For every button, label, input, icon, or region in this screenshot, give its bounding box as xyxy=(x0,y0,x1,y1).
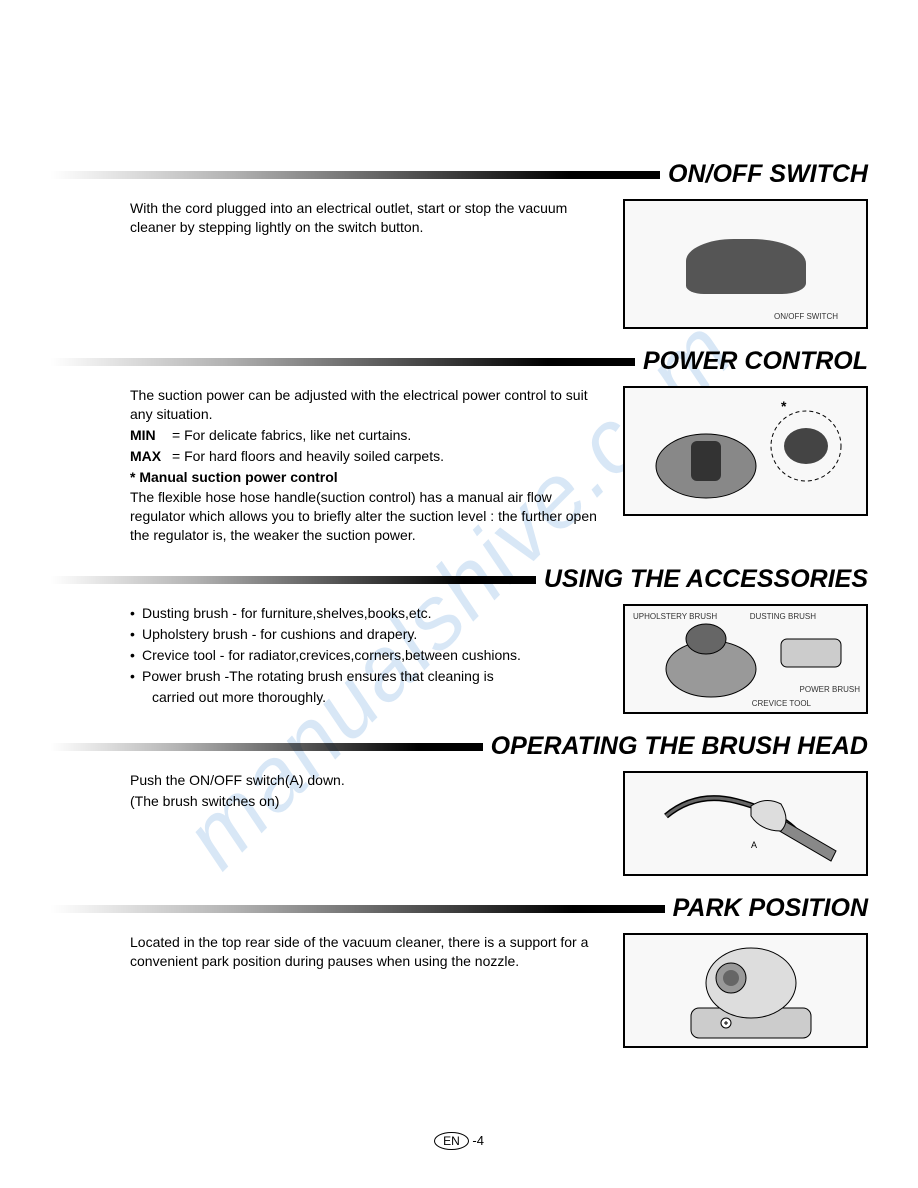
list-item-cont: carried out more thoroughly. xyxy=(130,688,608,707)
section-title: USING THE ACCESSORIES xyxy=(544,565,868,594)
figure-brush: A xyxy=(623,771,868,876)
section-body-text: Dusting brush - for furniture,shelves,bo… xyxy=(130,604,608,714)
accessories-list: Dusting brush - for furniture,shelves,bo… xyxy=(130,604,608,706)
brush-illustration: A xyxy=(636,776,856,871)
section-brush: OPERATING THE BRUSH HEAD Push the ON/OFF… xyxy=(50,732,868,876)
section-body-text: The suction power can be adjusted with t… xyxy=(130,386,608,547)
section-body-text: Push the ON/OFF switch(A) down. (The bru… xyxy=(130,771,608,876)
list-item: Crevice tool - for radiator,crevices,cor… xyxy=(130,646,608,665)
vacuum-illustration xyxy=(666,224,826,304)
power-control-illustration: * xyxy=(636,396,856,506)
brush-line2: (The brush switches on) xyxy=(130,792,608,811)
fig-label-dusting: DUSTING BRUSH xyxy=(750,612,816,621)
min-desc: = For delicate fabrics, like net curtain… xyxy=(172,427,411,443)
fig-label-power: POWER BRUSH xyxy=(800,685,860,694)
svg-text:*: * xyxy=(781,398,787,414)
section-title: OPERATING THE BRUSH HEAD xyxy=(491,732,868,761)
brush-line1: Push the ON/OFF switch(A) down. xyxy=(130,771,608,790)
divider-gradient xyxy=(50,576,536,584)
footer-page: -4 xyxy=(472,1133,484,1148)
power-intro: The suction power can be adjusted with t… xyxy=(130,386,608,424)
section-body-text: Located in the top rear side of the vacu… xyxy=(130,933,608,1048)
power-min-line: MIN= For delicate fabrics, like net curt… xyxy=(130,426,608,445)
section-body-text: With the cord plugged into an electrical… xyxy=(130,199,608,329)
power-max-line: MAX= For hard floors and heavily soiled … xyxy=(130,447,608,466)
manual-suction-body: The flexible hose hose handle(suction co… xyxy=(130,488,608,545)
figure-accessories: UPHOLSTERY BRUSH DUSTING BRUSH POWER BRU… xyxy=(623,604,868,714)
divider-gradient xyxy=(50,905,665,913)
footer-lang: EN xyxy=(434,1132,469,1150)
fig-label-crevice: CREVICE TOOL xyxy=(752,699,811,708)
section-title: ON/OFF SWITCH xyxy=(668,160,868,189)
divider-gradient xyxy=(50,743,483,751)
svg-text:A: A xyxy=(751,840,757,850)
manual-suction-title: * Manual suction power control xyxy=(130,468,608,487)
park-description: Located in the top rear side of the vacu… xyxy=(130,933,608,971)
section-onoff: ON/OFF SWITCH With the cord plugged into… xyxy=(50,160,868,329)
section-park: PARK POSITION Located in the top rear si… xyxy=(50,894,868,1048)
divider-gradient xyxy=(50,171,660,179)
max-desc: = For hard floors and heavily soiled car… xyxy=(172,448,444,464)
divider-gradient xyxy=(50,358,635,366)
section-header: POWER CONTROL xyxy=(50,347,868,376)
section-accessories: USING THE ACCESSORIES Dusting brush - fo… xyxy=(50,565,868,714)
max-label: MAX xyxy=(130,447,172,466)
figure-park xyxy=(623,933,868,1048)
figure-power: * xyxy=(623,386,868,516)
figure-onoff: ON/OFF SWITCH xyxy=(623,199,868,329)
section-header: OPERATING THE BRUSH HEAD xyxy=(50,732,868,761)
figure-caption: ON/OFF SWITCH xyxy=(774,312,838,321)
park-illustration xyxy=(636,938,856,1043)
min-label: MIN xyxy=(130,426,172,445)
section-header: ON/OFF SWITCH xyxy=(50,160,868,189)
section-title: PARK POSITION xyxy=(673,894,868,923)
list-item: Upholstery brush - for cushions and drap… xyxy=(130,625,608,644)
list-item: Dusting brush - for furniture,shelves,bo… xyxy=(130,604,608,623)
onoff-description: With the cord plugged into an electrical… xyxy=(130,199,608,237)
section-header: PARK POSITION xyxy=(50,894,868,923)
section-power: POWER CONTROL The suction power can be a… xyxy=(50,347,868,547)
accessories-illustration xyxy=(631,609,861,709)
section-title: POWER CONTROL xyxy=(643,347,868,376)
page-footer: EN -4 xyxy=(0,1133,918,1148)
list-item: Power brush -The rotating brush ensures … xyxy=(130,667,608,686)
section-header: USING THE ACCESSORIES xyxy=(50,565,868,594)
fig-label-upholstery: UPHOLSTERY BRUSH xyxy=(633,612,717,621)
